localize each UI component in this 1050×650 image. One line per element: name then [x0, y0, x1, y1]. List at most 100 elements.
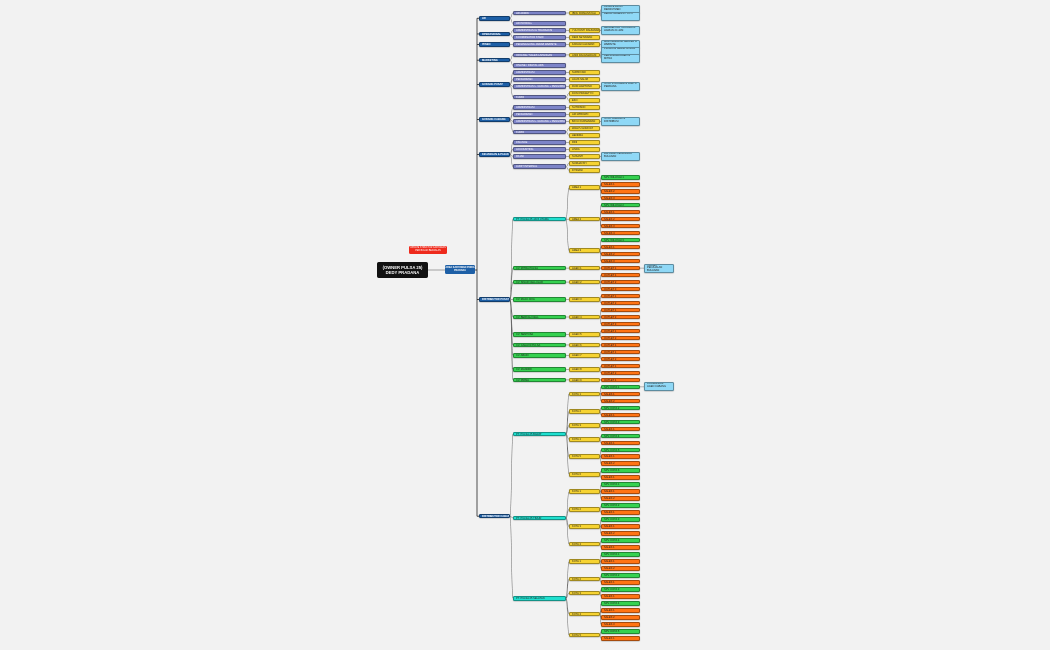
node-person[interactable]: RUDI HARTONO — [569, 84, 600, 89]
node-dept[interactable]: DISTRIBUTOR PUSAT — [479, 297, 510, 302]
node-person[interactable]: KOTA 6 — [569, 471, 600, 477]
node-person[interactable]: KOTA 1 — [569, 559, 600, 564]
node-dept[interactable]: DISTRIBUTOR CABANG — [479, 513, 510, 519]
node-person[interactable]: AREA 2 — [569, 216, 600, 222]
node-person[interactable]: KOTA 3 — [569, 590, 600, 596]
node-role[interactable]: ADMINISTRASI + GUDANG + PENGIRIMAN — [513, 84, 566, 89]
node-team[interactable]: PT. PULSA 25 TIMUR — [513, 515, 566, 521]
node-lead[interactable]: SPV. KOTA 3 — [601, 419, 640, 425]
node-person[interactable]: NURHAYATI — [569, 160, 600, 166]
node-staff[interactable]: OUTLET 1 — [601, 265, 640, 271]
node-role[interactable]: ADMINISTRASI — [513, 105, 566, 110]
node-dept[interactable]: MARKETING — [479, 57, 510, 63]
node-role[interactable]: ONLINE / DIGITAL ADS — [513, 63, 566, 68]
node-staff[interactable]: OUTLET 2 — [601, 335, 640, 341]
node-staff[interactable]: OUTLET 2 — [601, 300, 640, 306]
node-person[interactable]: AGEN 5 — [569, 332, 600, 337]
node-person[interactable]: AGEN 7 — [569, 353, 600, 358]
node-lead[interactable]: SPV. KOTA 2 — [601, 503, 640, 508]
node-note[interactable]: KERJASAMA AGEN & MITRA — [601, 53, 640, 63]
node-lead[interactable]: SPV. KOTA 3 — [601, 587, 640, 592]
node-staff[interactable]: SALES 2 — [601, 216, 640, 222]
node-person[interactable]: AGEN 8 — [569, 367, 600, 372]
node-note[interactable]: REKAP ABSENSI / CUTI — [601, 11, 640, 21]
node-staff[interactable]: OUTLET 2 — [601, 370, 640, 376]
node-person[interactable]: KOTA 4 — [569, 611, 600, 617]
node-person[interactable]: WAHYU HIDAYAT — [569, 126, 600, 131]
node-staff[interactable]: SALES 4 — [601, 230, 640, 236]
node-staff[interactable]: SALES 2 — [601, 461, 640, 467]
node-person[interactable]: KOTA 3 — [569, 524, 600, 529]
node-role[interactable]: KOORDINATOR STAFF — [513, 35, 566, 40]
node-person[interactable]: HENDRA — [569, 132, 600, 138]
node-role[interactable]: AUDIT INTERNAL — [513, 164, 566, 170]
node-dept[interactable]: HR — [479, 15, 510, 21]
node-person[interactable]: FARHAN ALFARIZI — [569, 42, 600, 47]
node-role[interactable]: PENANGGUNG JAWAB WEBSITE — [513, 42, 566, 47]
node-team[interactable]: PT. PULSA 25 JAYA UTAMA — [513, 216, 566, 222]
node-lead[interactable]: SPV. KOTA 4 — [601, 601, 640, 606]
node-staff[interactable]: SALES 3 — [601, 195, 640, 201]
node-lead[interactable]: SPV. KOTA 6 — [601, 468, 640, 474]
node-person[interactable]: IBNU FIRMANSYAH — [569, 10, 600, 16]
node-person[interactable]: KOTA 4 — [569, 437, 600, 442]
node-dept[interactable]: IT/SEO — [479, 42, 510, 47]
node-staff[interactable]: OUTLET 1 — [601, 307, 640, 313]
node-staff[interactable]: SALES 2 — [601, 496, 640, 502]
node-staff[interactable]: SALES 1 — [601, 454, 640, 460]
node-group[interactable]: CV. MITRA PULSA — [513, 265, 566, 271]
node-lead[interactable]: SPV. KOTA 1 — [601, 384, 640, 390]
node-staff[interactable]: OUTLET 2 — [601, 356, 640, 362]
node-group[interactable]: CV. BERKAH CELL — [513, 314, 566, 320]
node-role[interactable]: HR ADMIN — [513, 10, 566, 16]
node-staff[interactable]: SALES 1 — [601, 594, 640, 599]
node-person[interactable]: AGEN 6 — [569, 342, 600, 348]
node-role[interactable]: HR PAYROLL — [513, 21, 566, 26]
node-role[interactable]: PAJAK — [513, 153, 566, 159]
node-lead[interactable]: SPV. WILAYAH 2 — [601, 202, 640, 208]
node-person[interactable]: SUSANTI — [569, 153, 600, 159]
node-role[interactable]: FINANCE — [513, 139, 566, 145]
node-staff[interactable]: OUTLET 3 — [601, 286, 640, 292]
node-person[interactable]: KOTA 5 — [569, 454, 600, 460]
node-person[interactable]: AREA 3 — [569, 248, 600, 253]
node-staff[interactable]: SALES 2 — [601, 566, 640, 571]
node-role[interactable]: PENGIRIMAN — [513, 77, 566, 82]
node-staff[interactable]: OUTLET 1 — [601, 363, 640, 369]
node-person[interactable]: KOTA 1 — [569, 489, 600, 495]
node-staff[interactable]: OUTLET 1 — [601, 272, 640, 278]
node-staff[interactable]: SALES 2 — [601, 251, 640, 257]
node-dept[interactable]: GUDANG CABANG — [479, 117, 510, 122]
node-person[interactable]: AGEN 1 — [569, 265, 600, 271]
node-group[interactable]: CV. MAJU JAYA — [513, 297, 566, 302]
node-role[interactable]: ACCOUNTING — [513, 146, 566, 152]
node-note[interactable]: LAPORAN KEUANGAN BULANAN — [601, 151, 640, 161]
node-dept[interactable]: GUDANG PUSAT — [479, 82, 510, 87]
node-team[interactable]: PT. PULSA 25 SELATAN — [513, 596, 566, 601]
node-role[interactable]: OFFLINE / SALES LAPANGAN — [513, 52, 566, 58]
node-staff[interactable]: SALES 2 — [601, 531, 640, 536]
node-lead[interactable]: SPV. KOTA 1 — [601, 482, 640, 488]
node-staff[interactable]: SALES 1 — [601, 580, 640, 585]
node-staff[interactable]: OUTLET 1 — [601, 328, 640, 334]
node-person[interactable]: AGEN 4 — [569, 314, 600, 320]
node-person[interactable]: BAYU KURNIAWAN — [569, 119, 600, 124]
node-role[interactable]: ADMINISTRASI & TRANSAKSI — [513, 28, 566, 33]
node-person[interactable]: ANDI RACHMADANI — [569, 52, 600, 58]
node-group[interactable]: CV. SENTOSA — [513, 332, 566, 337]
node-lead[interactable]: SPV. KOTA 3 — [601, 517, 640, 522]
node-person[interactable]: AGEN 2 — [569, 279, 600, 285]
node-group[interactable]: CV. SINAR CELLULAR — [513, 279, 566, 285]
node-staff[interactable]: OUTLET 1 — [601, 349, 640, 355]
node-group[interactable]: CV. ABADI — [513, 353, 566, 358]
node-staff[interactable]: SALES 3 — [601, 258, 640, 264]
node-person[interactable]: RINI — [569, 139, 600, 145]
node-person[interactable]: DEDI SETIAWAN — [569, 35, 600, 40]
node-role[interactable]: ADMINISTRASI — [513, 70, 566, 75]
node-lead[interactable]: SPV. WILAYAH 1 — [601, 174, 640, 180]
node-team[interactable]: PT. PULSA 25 BARAT — [513, 431, 566, 437]
node-person[interactable]: KOTA 2 — [569, 576, 600, 582]
node-role[interactable]: KURIR — [513, 129, 566, 135]
node-staff[interactable]: SALES 1 — [601, 209, 640, 215]
node-lead[interactable]: SPV. KOTA 4 — [601, 433, 640, 439]
